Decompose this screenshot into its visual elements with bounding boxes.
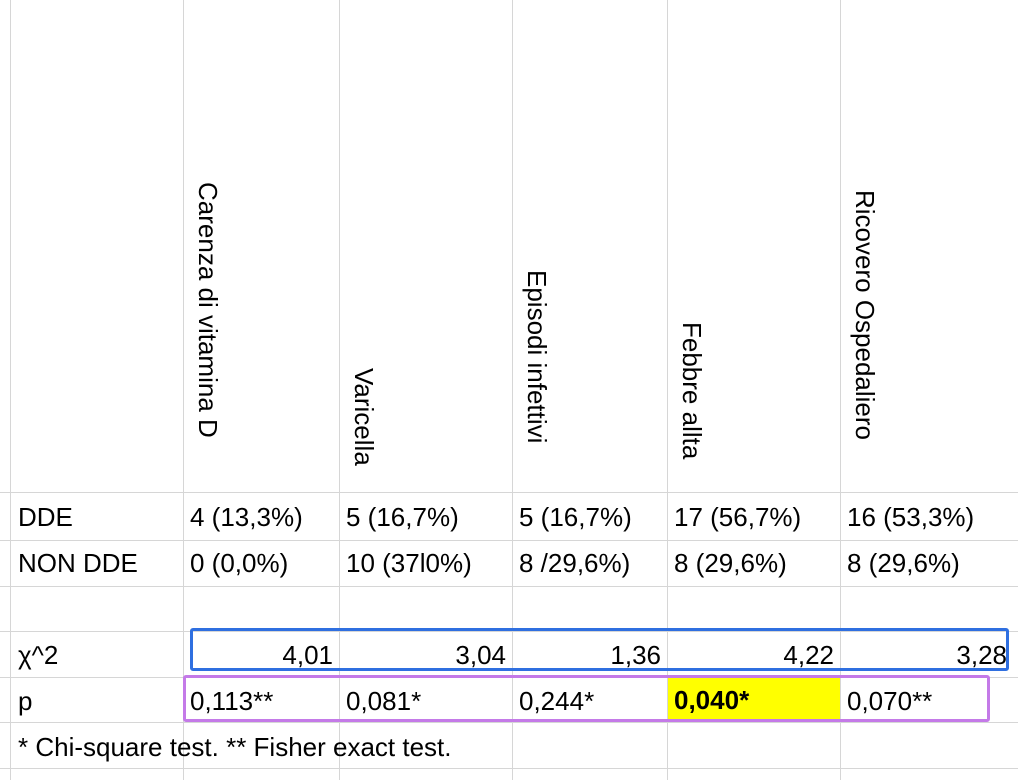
header-varicella[interactable]: Varicella <box>349 368 379 466</box>
cell-p-febbre-highlighted[interactable]: 0,040* <box>668 678 840 722</box>
row-divider <box>0 492 1018 493</box>
cell-nondde-ricovero[interactable]: 8 (29,6%) <box>847 548 960 578</box>
cell-chi-ricovero[interactable]: 3,28 <box>956 640 1007 670</box>
cell-nondde-varicella[interactable]: 10 (37l0%) <box>346 548 472 578</box>
cell-p-varicella[interactable]: 0,081* <box>346 686 422 716</box>
cell-dde-varicella[interactable]: 5 (16,7%) <box>346 502 459 532</box>
row-divider <box>0 631 1018 632</box>
footnote[interactable]: * Chi-square test. ** Fisher exact test. <box>18 732 452 762</box>
header-vitamin-d[interactable]: Carenza di vitamina D <box>193 182 223 438</box>
p-value-highlight-box <box>183 675 990 722</box>
row-divider <box>0 768 1018 769</box>
cell-nondde-episodi[interactable]: 8 /29,6%) <box>519 548 631 578</box>
row-label-non-dde[interactable]: NON DDE <box>18 548 138 578</box>
cell-chi-episodi[interactable]: 1,36 <box>610 640 661 670</box>
cell-chi-vitamin-d[interactable]: 4,01 <box>282 640 333 670</box>
cell-nondde-vitamin-d[interactable]: 0 (0,0%) <box>190 548 289 578</box>
header-episodi-infettivi[interactable]: Episodi infettivi <box>522 270 552 444</box>
row-divider <box>0 540 1018 541</box>
row-divider <box>0 586 1018 587</box>
row-divider <box>0 722 1018 723</box>
cell-dde-vitamin-d[interactable]: 4 (13,3%) <box>190 502 303 532</box>
cell-p-vitamin-d[interactable]: 0,113** <box>190 686 274 716</box>
row-label-chi-square[interactable]: χ^2 <box>18 640 59 670</box>
cell-dde-episodi[interactable]: 5 (16,7%) <box>519 502 632 532</box>
cell-p-ricovero[interactable]: 0,070** <box>847 686 933 716</box>
row-label-dde[interactable]: DDE <box>18 502 73 532</box>
header-febbre-alta[interactable]: Febbre allta <box>677 322 707 460</box>
cell-chi-febbre[interactable]: 4,22 <box>783 640 834 670</box>
chi-square-highlight-box <box>190 628 1009 671</box>
cell-nondde-febbre[interactable]: 8 (29,6%) <box>674 548 787 578</box>
cell-chi-varicella[interactable]: 3,04 <box>455 640 506 670</box>
cell-dde-ricovero[interactable]: 16 (53,3%) <box>847 502 975 532</box>
cell-p-episodi[interactable]: 0,244* <box>519 686 595 716</box>
header-ricovero-ospedaliero[interactable]: Ricovero Ospedaliero <box>850 190 880 441</box>
cell-dde-febbre[interactable]: 17 (56,7%) <box>674 502 802 532</box>
row-label-p[interactable]: p <box>18 686 33 716</box>
